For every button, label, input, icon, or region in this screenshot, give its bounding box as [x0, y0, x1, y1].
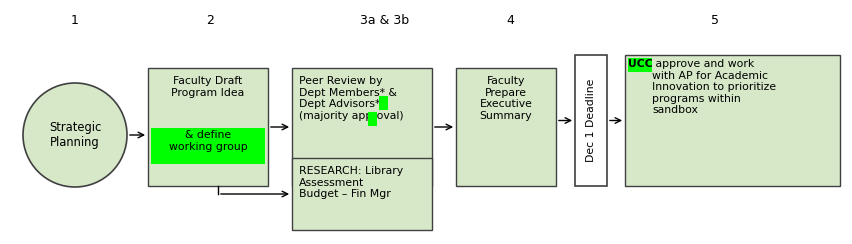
FancyBboxPatch shape: [379, 96, 388, 110]
Text: UCC: UCC: [628, 59, 653, 69]
Text: Dec 1 Deadline: Dec 1 Deadline: [586, 79, 596, 162]
FancyBboxPatch shape: [151, 128, 265, 164]
Text: Faculty
Prepare
Executive
Summary: Faculty Prepare Executive Summary: [480, 76, 532, 121]
Text: 5: 5: [711, 14, 719, 27]
FancyBboxPatch shape: [625, 55, 840, 186]
FancyBboxPatch shape: [292, 68, 432, 186]
FancyBboxPatch shape: [456, 68, 556, 186]
FancyBboxPatch shape: [575, 55, 607, 186]
Text: Peer Review by
Dept Members* &
Dept Advisors*
(majority approval): Peer Review by Dept Members* & Dept Advi…: [299, 76, 404, 121]
Text: RESEARCH: Library
Assessment
Budget – Fin Mgr: RESEARCH: Library Assessment Budget – Fi…: [299, 166, 403, 199]
FancyBboxPatch shape: [148, 68, 268, 186]
Text: 3a & 3b: 3a & 3b: [360, 14, 410, 27]
Text: 1: 1: [71, 14, 79, 27]
Text: 2: 2: [206, 14, 214, 27]
Text: Faculty Draft
Program Idea: Faculty Draft Program Idea: [171, 76, 245, 98]
FancyBboxPatch shape: [628, 58, 652, 72]
Text: & define
working group: & define working group: [169, 130, 247, 152]
Text: 4: 4: [506, 14, 514, 27]
Text: Strategic
Planning: Strategic Planning: [49, 121, 101, 149]
Ellipse shape: [23, 83, 127, 187]
FancyBboxPatch shape: [368, 112, 377, 126]
FancyBboxPatch shape: [292, 158, 432, 230]
Text: approve and work
with AP for Academic
Innovation to prioritize
programs within
s: approve and work with AP for Academic In…: [652, 59, 776, 115]
